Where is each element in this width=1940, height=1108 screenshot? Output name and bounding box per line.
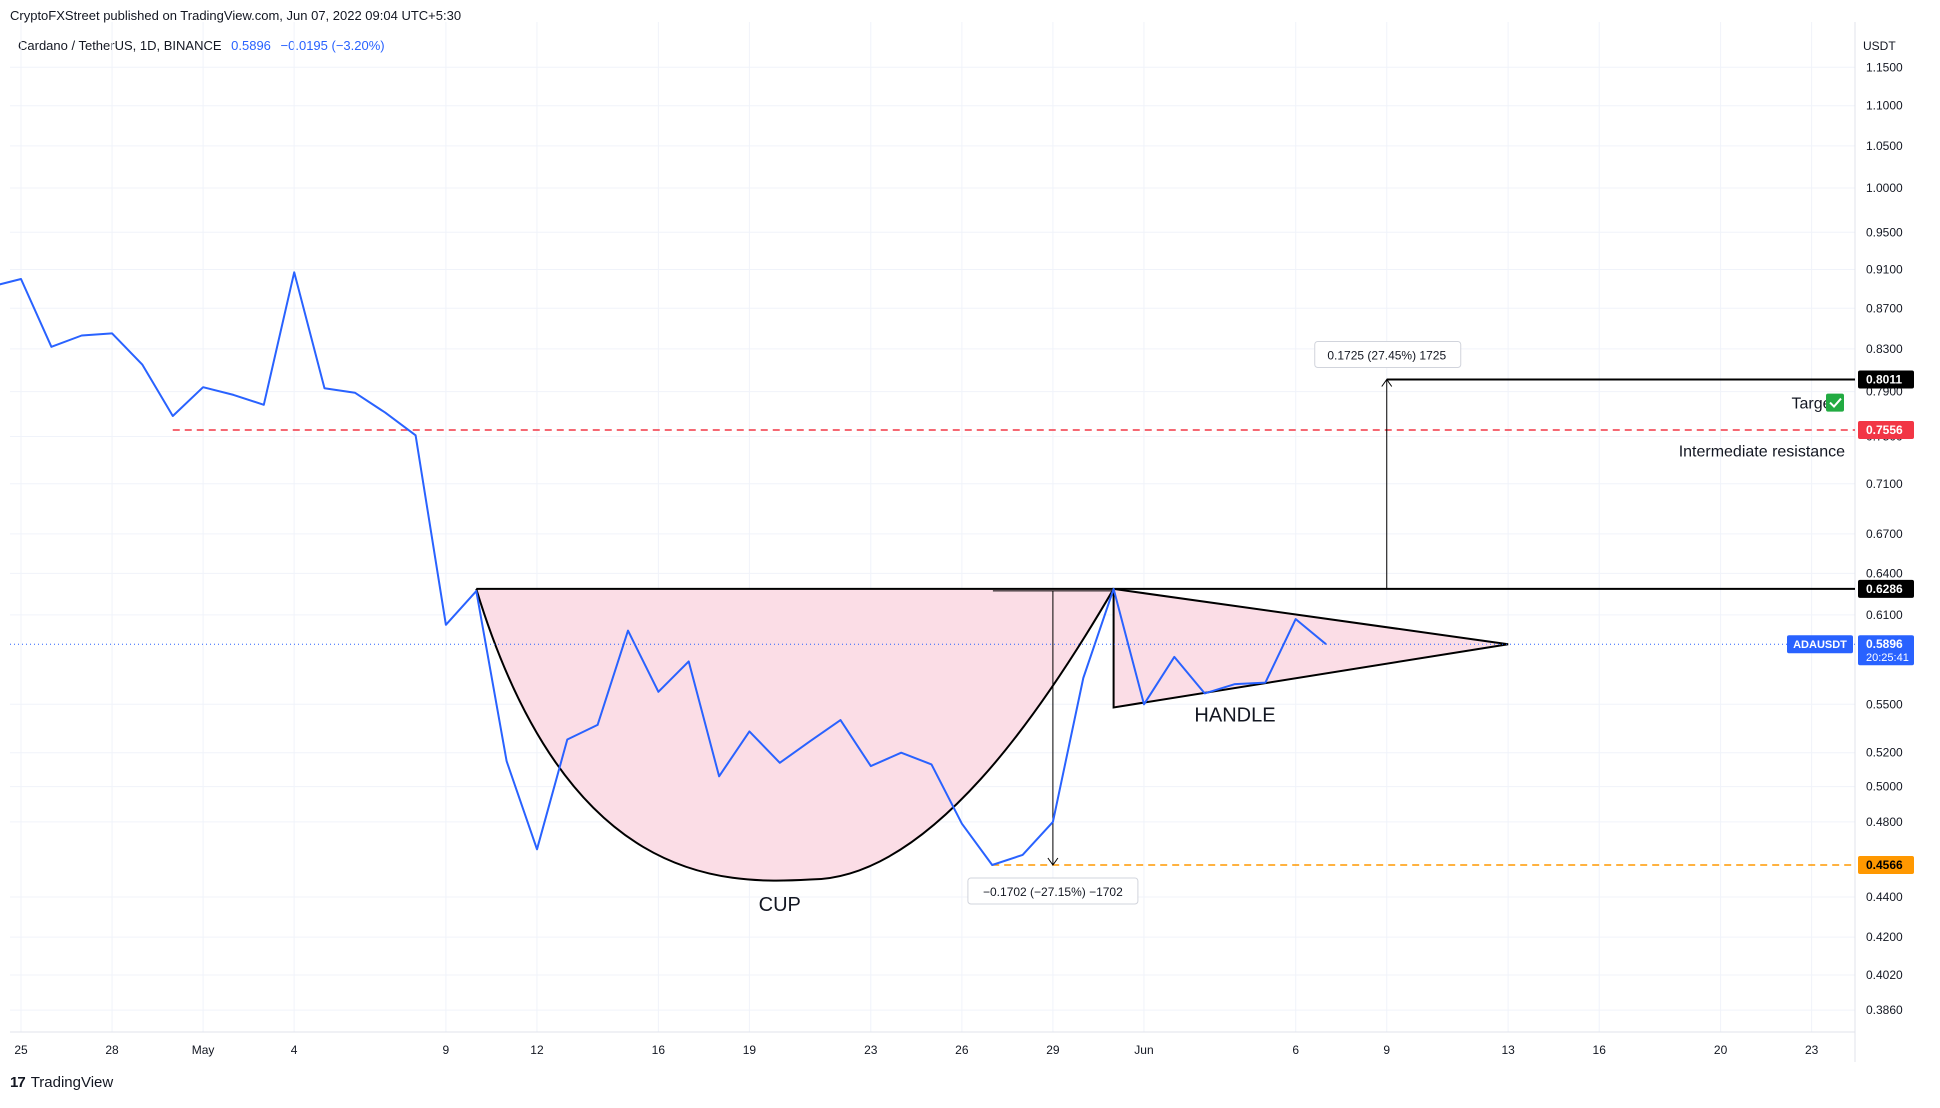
target-label: Target (1792, 396, 1837, 413)
y-tick-label: 1.1500 (1866, 60, 1903, 74)
x-tick-label: 28 (105, 1043, 119, 1057)
x-tick-label: 13 (1501, 1043, 1515, 1057)
y-tick-label: 0.7100 (1866, 477, 1903, 491)
price-tag-bg (1858, 579, 1914, 598)
x-tick-label: 23 (864, 1043, 878, 1057)
x-tick-label: 20 (1714, 1043, 1728, 1057)
cup-curve (475, 588, 1115, 882)
measure-down-box (967, 877, 1139, 905)
symbol-tag-bg (1787, 635, 1853, 654)
last-price: 0.5896 (231, 38, 271, 53)
y-tick-label: 1.0000 (1866, 181, 1903, 195)
y-tick-label: 0.6700 (1866, 527, 1903, 541)
cup-fill (476, 588, 1114, 881)
x-tick-label: 26 (955, 1043, 969, 1057)
y-tick-label: 0.4200 (1866, 930, 1903, 944)
y-tick-label: 0.6400 (1866, 566, 1903, 580)
y-tick-label: 0.9500 (1866, 225, 1903, 239)
resistance-label: Intermediate resistance (1679, 443, 1845, 460)
price-tag-label: 0.5896 (1866, 637, 1903, 651)
price-tag-bg (1858, 856, 1914, 875)
price-tag-bg (1858, 635, 1914, 666)
y-tick-label: 0.3860 (1866, 1003, 1903, 1017)
symbol-header: Cardano / TetherUS, 1D, BINANCE 0.5896 −… (18, 38, 385, 53)
measure-down-label: −0.1702 (−27.15%) −1702 (983, 885, 1123, 899)
publisher-line: CryptoFXStreet published on TradingView.… (10, 8, 462, 23)
x-tick-label: 25 (14, 1043, 28, 1057)
x-tick-label: 16 (1593, 1043, 1607, 1057)
y-tick-label: 0.8300 (1866, 342, 1903, 356)
y-tick-label: 0.4800 (1866, 815, 1903, 829)
check-mark-icon (1829, 397, 1842, 409)
symbol-tag-label: ADAUSDT (1793, 639, 1847, 651)
price-change: −0.0195 (−3.20%) (280, 38, 385, 53)
price-tag-label: 0.7556 (1866, 423, 1903, 437)
y-tick-label: 0.4400 (1866, 890, 1903, 904)
footer: 17 TradingView (10, 1074, 113, 1091)
measure-up-arrow (1381, 378, 1393, 387)
x-tick-label: 9 (443, 1043, 450, 1057)
pattern-label: CUP (759, 894, 801, 916)
currency-label: USDT (1863, 39, 1896, 53)
x-tick-label: 29 (1046, 1043, 1060, 1057)
measure-down-arrow (1047, 857, 1059, 866)
pattern-label: HANDLE (1194, 705, 1275, 727)
check-icon (1826, 393, 1844, 412)
x-tick-label: 6 (1292, 1043, 1299, 1057)
y-tick-label: 0.9100 (1866, 262, 1903, 276)
price-tag-bg (1858, 370, 1914, 389)
y-tick-label: 0.6100 (1866, 608, 1903, 622)
price-line-series (0, 271, 1327, 866)
x-tick-label: 4 (291, 1043, 298, 1057)
price-tag-label: 0.8011 (1866, 373, 1902, 387)
price-tag-label: 0.6286 (1866, 582, 1903, 596)
brand-name: TradingView (30, 1074, 114, 1091)
measure-up-box (1314, 341, 1462, 369)
y-tick-label: 0.5200 (1866, 746, 1903, 760)
y-tick-label: 0.4020 (1866, 968, 1903, 982)
measure-up-label: 0.1725 (27.45%) 1725 (1327, 349, 1446, 363)
x-tick-label: 19 (743, 1043, 757, 1057)
x-tick-label: 16 (652, 1043, 666, 1057)
x-tick-label: Jun (1134, 1043, 1153, 1057)
y-tick-label: 0.5500 (1866, 697, 1903, 711)
price-tag-bg (1858, 421, 1914, 440)
y-tick-label: 0.5000 (1866, 780, 1903, 794)
y-tick-label: 1.1000 (1866, 99, 1903, 113)
price-tag-countdown: 20:25:41 (1866, 652, 1909, 664)
tradingview-logo-icon: 17 (10, 1074, 26, 1091)
x-tick-label: 12 (530, 1043, 544, 1057)
y-tick-label: 1.0500 (1866, 139, 1903, 153)
symbol-name: Cardano / TetherUS, 1D, BINANCE (18, 38, 222, 53)
y-tick-label: 0.8700 (1866, 301, 1903, 315)
x-tick-label: 23 (1805, 1043, 1819, 1057)
x-tick-label: 9 (1383, 1043, 1390, 1057)
price-tag-label: 0.4566 (1866, 858, 1903, 872)
handle-triangle (1112, 587, 1509, 709)
x-tick-label: May (192, 1043, 215, 1057)
